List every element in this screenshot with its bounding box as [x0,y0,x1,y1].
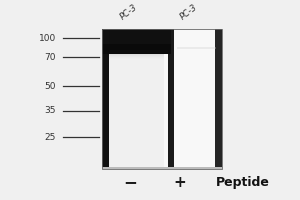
Bar [109,54,164,55]
Bar [109,59,164,60]
Bar [168,54,174,169]
Bar [109,54,164,169]
Bar [102,44,171,54]
Bar [109,55,164,56]
Bar [102,29,222,169]
Text: PC-3: PC-3 [119,3,140,22]
Text: 50: 50 [44,82,56,91]
Bar [102,54,109,169]
Bar [177,47,216,49]
Text: 25: 25 [45,133,56,142]
Bar [102,167,222,169]
Bar [109,60,164,61]
Bar [102,29,171,44]
Bar [109,57,164,58]
Bar [102,29,109,169]
Text: PC-3: PC-3 [178,3,199,22]
Text: Peptide: Peptide [216,176,269,189]
Text: 35: 35 [44,106,56,115]
Bar [109,56,164,57]
Bar [109,29,164,169]
Text: +: + [173,175,186,190]
Bar [215,29,222,169]
Bar [102,29,109,169]
Text: 100: 100 [39,34,56,43]
Bar [109,61,164,62]
Bar [168,29,174,169]
Text: 70: 70 [44,53,56,62]
Bar [109,58,164,59]
Bar [177,29,216,169]
Text: −: − [124,173,137,191]
Bar [102,29,222,169]
